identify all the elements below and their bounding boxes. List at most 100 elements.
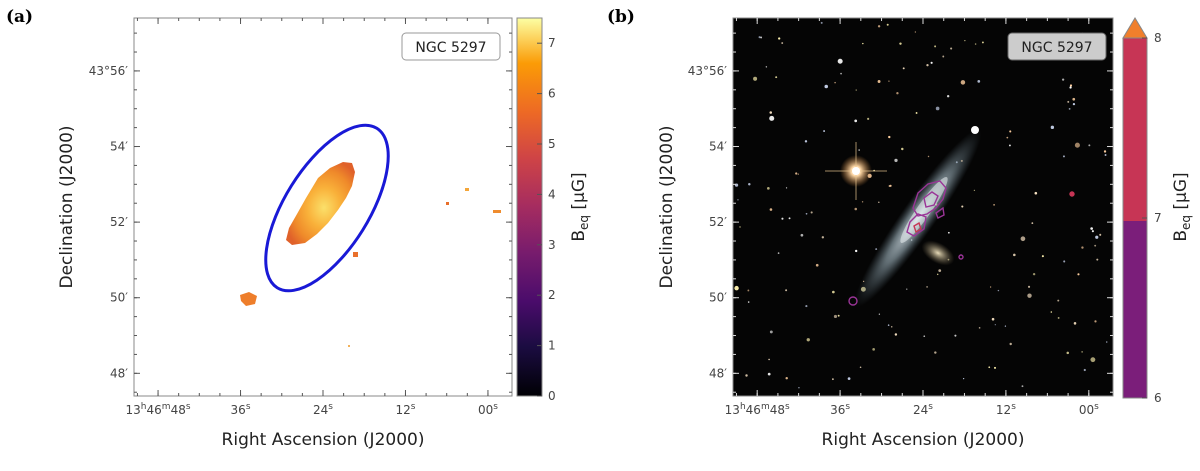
star (1004, 325, 1007, 327)
x-tick-label: 12s (996, 402, 1016, 417)
star (947, 231, 950, 234)
star (804, 140, 808, 143)
x-tick-label: 12s (395, 402, 415, 417)
blob-east-1 (465, 188, 469, 191)
star (1013, 253, 1016, 257)
star (805, 305, 808, 308)
star (855, 89, 857, 91)
star (758, 36, 761, 39)
panel-b-title-box: NGC 5297 (1007, 32, 1107, 61)
panel-a-colorbar-ticks: 0 1 2 3 4 5 6 7 (537, 36, 556, 403)
star (1081, 246, 1084, 249)
panel-b-colorbar-ticks: 6 7 8 (1142, 31, 1162, 405)
star (946, 95, 950, 98)
star (781, 42, 784, 45)
star (832, 378, 834, 381)
star (896, 92, 899, 95)
blob-sw (240, 292, 257, 306)
panel-a-colorbar: 0 1 2 3 4 5 6 7 Beq [μG] (516, 17, 591, 403)
star (737, 199, 739, 201)
b-eq-contours (848, 180, 1075, 306)
star (861, 201, 864, 203)
star (1067, 100, 1070, 103)
x-tick-label: 36s (231, 402, 251, 417)
star (964, 40, 966, 42)
star (1034, 191, 1038, 195)
panel-a-x-ticks: 13h46m48s 36s 24s 12s 00s (126, 18, 498, 417)
colorbar-tick-label: 4 (548, 187, 556, 201)
x-tick-label: 24s (313, 402, 333, 417)
x-tick-label: 24s (913, 402, 933, 417)
star (824, 84, 829, 89)
star (960, 80, 966, 85)
star (1073, 322, 1077, 325)
optical-image-content (734, 21, 1108, 389)
star (889, 184, 892, 187)
star (1104, 153, 1107, 156)
star (823, 130, 826, 132)
star (1032, 272, 1036, 276)
companion-galaxy (921, 240, 955, 266)
star (847, 377, 851, 380)
star (765, 66, 768, 68)
star (767, 186, 770, 190)
star (902, 67, 905, 70)
star (978, 327, 981, 329)
colorbar-tick-label: 0 (548, 389, 556, 403)
star (1072, 102, 1076, 106)
blob-south (353, 252, 358, 257)
star (854, 207, 858, 211)
star (977, 79, 981, 83)
star (810, 211, 813, 214)
star (767, 372, 771, 376)
star (739, 226, 741, 228)
star (950, 47, 953, 50)
blob-east-3 (446, 202, 449, 205)
star (1009, 342, 1012, 346)
star (974, 43, 977, 45)
colorbar-tick-label: 2 (548, 288, 556, 302)
star (1057, 316, 1060, 319)
panel-b-colorbar-label: Beq [μG] (1171, 172, 1193, 241)
star (915, 112, 918, 114)
star (748, 182, 751, 186)
y-tick-label: 50′ (110, 291, 128, 305)
star (1077, 273, 1080, 276)
x-tick-label: 00s (1079, 402, 1099, 417)
star (961, 205, 964, 208)
star (1091, 230, 1094, 233)
star (753, 76, 758, 81)
star (954, 334, 957, 337)
star (815, 263, 819, 267)
star (901, 147, 904, 151)
star (747, 289, 750, 292)
colorbar-segment-lower (1123, 221, 1147, 398)
star (854, 249, 858, 253)
star (837, 58, 843, 64)
y-tick-label: 54′ (709, 140, 727, 154)
star (1021, 385, 1024, 388)
star (775, 76, 778, 79)
colorbar-tick-label: 7 (548, 36, 556, 50)
star (1068, 107, 1071, 110)
y-tick-label: 48′ (110, 366, 128, 380)
star (1099, 233, 1102, 236)
star (1020, 236, 1026, 242)
star (745, 374, 748, 377)
star (994, 324, 996, 326)
star (1094, 244, 1097, 247)
star (734, 285, 739, 291)
colorbar-tick-label: 3 (548, 238, 556, 252)
star (988, 366, 991, 369)
panel-a-title: NGC 5297 (415, 40, 486, 56)
colorbar-tick-label: 1 (548, 339, 556, 353)
star (877, 25, 881, 28)
star (1095, 235, 1099, 239)
panel-a-y-axis-label: Declination (J2000) (57, 125, 77, 288)
star (942, 55, 945, 58)
star (1072, 97, 1076, 101)
bright-star (825, 142, 887, 200)
star (989, 286, 992, 288)
panel-b-title: NGC 5297 (1021, 40, 1092, 56)
star (926, 286, 928, 288)
